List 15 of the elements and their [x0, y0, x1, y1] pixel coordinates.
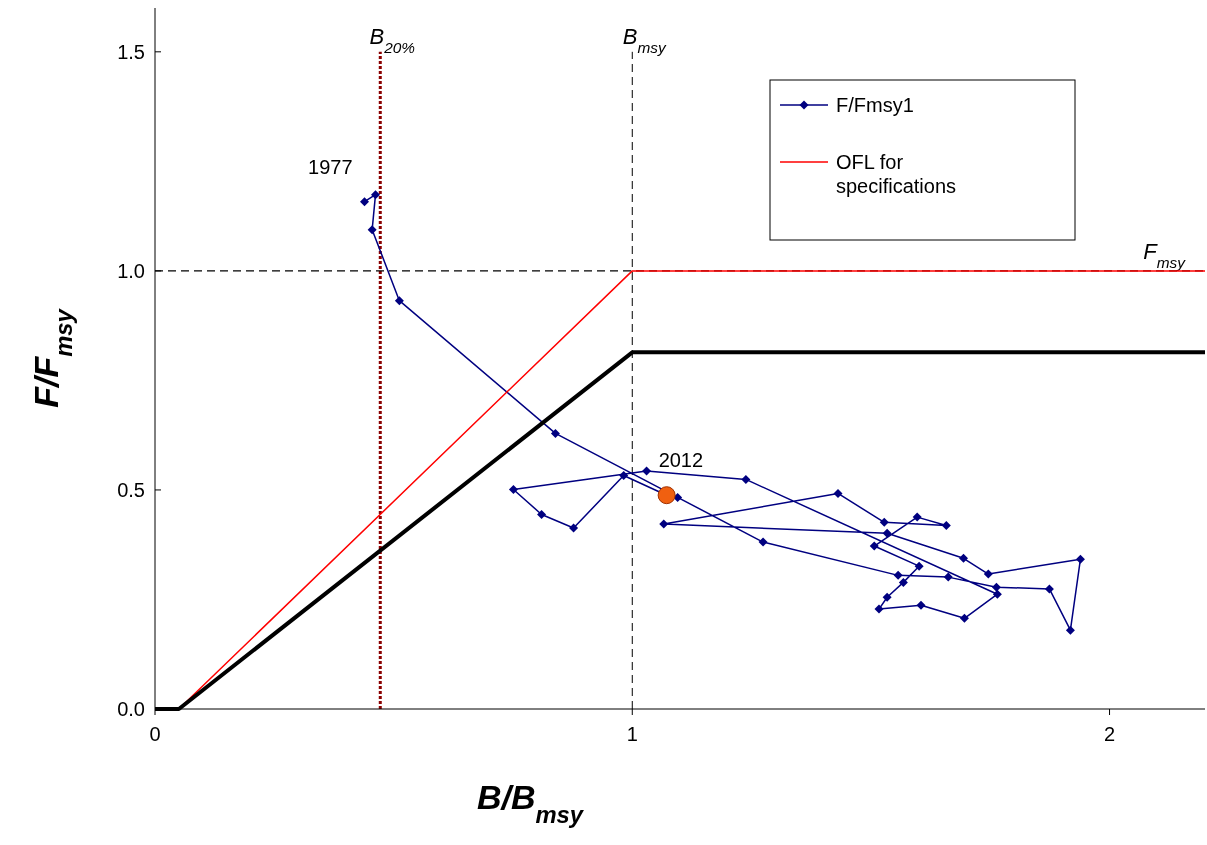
- legend-label: OFL for specifications: [836, 151, 957, 197]
- x-tick-label: 0: [149, 723, 161, 745]
- y-tick-label: 0.0: [117, 698, 145, 720]
- ref-line-label: B$_{20%}$: [369, 23, 416, 56]
- x-tick-label: 1: [626, 723, 638, 745]
- y-tick-label: 0.5: [117, 478, 145, 501]
- x-tick-label: 2: [1103, 723, 1116, 745]
- annotation: 1977: [308, 155, 353, 178]
- y-tick-label: 1.5: [117, 40, 145, 63]
- ref-line-label: B$_{msy}$: [622, 23, 668, 56]
- annotation: 2012: [658, 449, 704, 472]
- x-axis-title: B/B$_{msy}$: [476, 778, 585, 828]
- y-tick-label: 1.0: [117, 259, 145, 282]
- legend-label: F/Fmsy1: [836, 94, 914, 116]
- ref-line-label: F$_{msy}$: [1143, 238, 1187, 271]
